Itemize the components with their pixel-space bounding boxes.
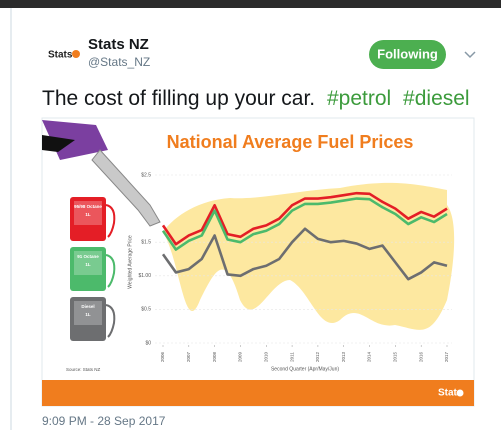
x-tick-label: 2012 — [315, 351, 320, 362]
tweet-screenshot: Stats Stats NZ @Stats_NZ Following The c… — [0, 0, 501, 430]
top-bar — [0, 0, 501, 8]
display-name[interactable]: Stats NZ — [88, 36, 149, 53]
hashtag[interactable]: #diesel — [403, 87, 470, 110]
x-tick-label: 2013 — [341, 351, 346, 362]
pump-label: 91 Octane — [77, 254, 99, 259]
timestamp[interactable]: 9:09 PM - 28 Sep 2017 — [42, 414, 166, 428]
y-tick-label: $1.5 — [141, 240, 151, 246]
avatar-text: Stats — [48, 50, 73, 61]
image-footer — [42, 380, 474, 406]
x-tick-label: 2011 — [289, 352, 294, 362]
pump-unit: 1L — [85, 262, 91, 267]
y-axis-label: Weighted Average Price — [127, 235, 133, 289]
x-tick-label: 2016 — [418, 351, 423, 362]
page: Stats Stats NZ @Stats_NZ Following The c… — [0, 0, 501, 430]
x-tick-label: 2010 — [263, 351, 268, 362]
chart-title: National Average Fuel Prices — [167, 132, 414, 152]
x-tick-label: 2008 — [212, 351, 217, 362]
avatar-badge — [72, 50, 80, 58]
tweet-text: The cost of filling up your car. #petrol… — [42, 87, 470, 110]
card-border — [10, 8, 12, 430]
follow-button[interactable]: Following — [369, 40, 446, 69]
pump-unit: 1L — [85, 212, 91, 217]
y-tick-label: $2.5 — [141, 172, 151, 178]
y-tick-label: $1.00 — [138, 273, 151, 279]
x-tick-label: 2017 — [444, 351, 449, 362]
x-tick-label: 2006 — [160, 351, 165, 362]
handle[interactable]: @Stats_NZ — [88, 55, 150, 69]
footer-logo-badge — [457, 390, 464, 397]
follow-button-label: Following — [377, 46, 438, 61]
tweet-body: The cost of filling up your car. — [42, 87, 315, 110]
hashtag[interactable]: #petrol — [327, 87, 391, 110]
pump-unit: 1L — [85, 312, 91, 317]
x-tick-label: 2009 — [238, 351, 243, 362]
x-tick-label: 2015 — [393, 351, 398, 362]
x-tick-label: 2007 — [186, 351, 191, 362]
source: Source: Stats NZ — [66, 367, 101, 372]
pump-label: Diesel — [81, 304, 94, 309]
x-axis-label: Second Quarter (Apr/May/Jun) — [271, 366, 339, 372]
x-tick-label: 2014 — [367, 351, 372, 362]
y-tick-label: $0 — [145, 340, 151, 346]
pump-label: 95/98 Octane — [74, 204, 102, 209]
y-tick-label: $0.5 — [141, 307, 151, 313]
